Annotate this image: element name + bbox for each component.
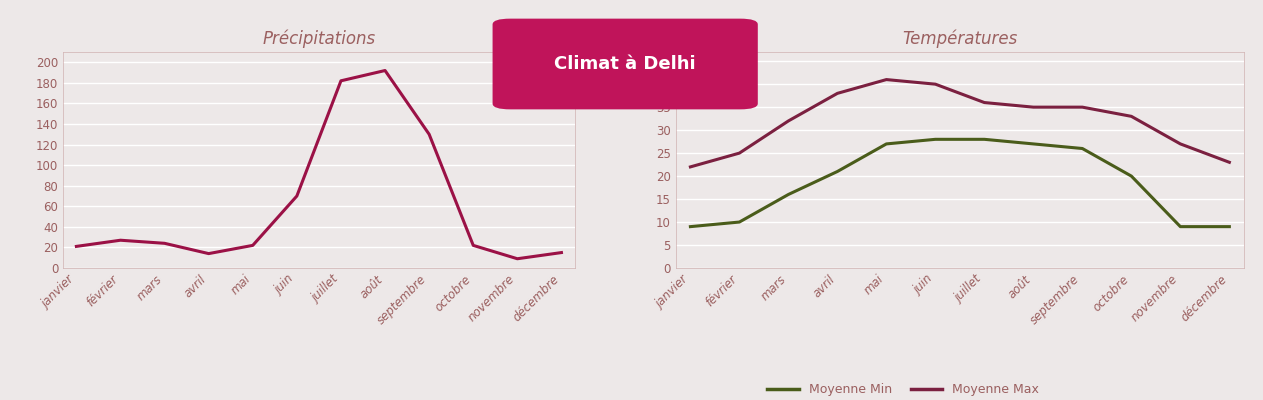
FancyBboxPatch shape xyxy=(493,19,758,109)
Moyenne Min xyxy=(1221,224,1236,229)
Moyenne Max xyxy=(683,164,698,169)
Moyenne Max xyxy=(1124,114,1139,119)
Legend: Moyenne Min, Moyenne Max: Moyenne Min, Moyenne Max xyxy=(763,378,1043,400)
Title: Températures: Températures xyxy=(902,29,1018,48)
Moyenne Min xyxy=(781,192,796,197)
Moyenne Min xyxy=(928,137,943,142)
Line: Moyenne Min: Moyenne Min xyxy=(691,139,1229,227)
Moyenne Min xyxy=(683,224,698,229)
Moyenne Max xyxy=(1221,160,1236,165)
Moyenne Max xyxy=(1173,142,1188,146)
Moyenne Min xyxy=(1075,146,1090,151)
Moyenne Max xyxy=(731,151,746,156)
Moyenne Min xyxy=(1124,174,1139,178)
Moyenne Min xyxy=(830,169,845,174)
Title: Précipitations: Précipitations xyxy=(263,29,375,48)
Moyenne Min xyxy=(1026,142,1041,146)
Line: Moyenne Max: Moyenne Max xyxy=(691,80,1229,167)
Moyenne Max xyxy=(830,91,845,96)
Moyenne Max xyxy=(1075,105,1090,110)
Moyenne Min xyxy=(879,142,894,146)
Moyenne Max xyxy=(976,100,991,105)
Moyenne Max xyxy=(1026,105,1041,110)
Moyenne Min xyxy=(731,220,746,224)
Moyenne Min xyxy=(976,137,991,142)
Moyenne Max xyxy=(879,77,894,82)
Moyenne Max xyxy=(781,118,796,123)
Moyenne Max xyxy=(928,82,943,86)
Moyenne Min xyxy=(1173,224,1188,229)
Text: Climat à Delhi: Climat à Delhi xyxy=(554,55,696,73)
